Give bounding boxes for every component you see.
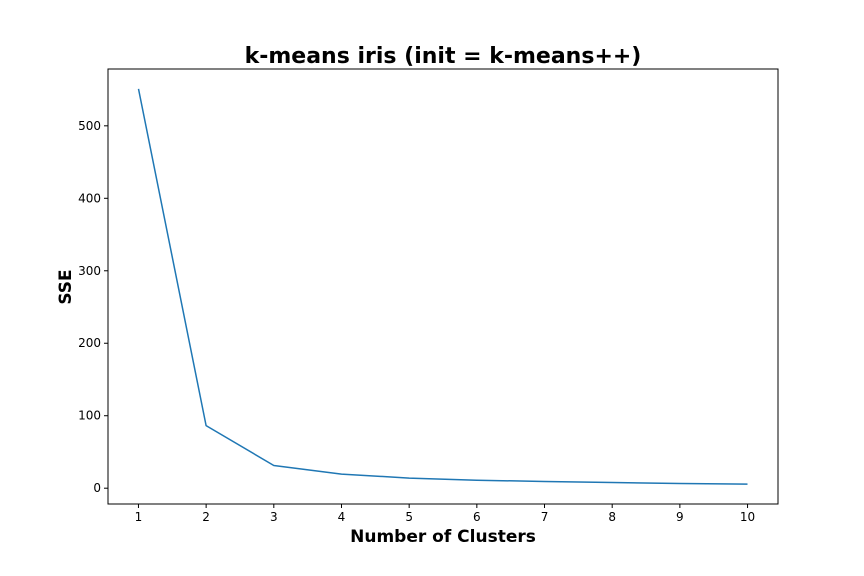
y-axis-label: SSE: [56, 269, 76, 304]
x-tick-label: 8: [608, 510, 616, 524]
y-tick-label: 300: [78, 264, 101, 278]
x-tick-label: 10: [740, 510, 755, 524]
x-tick-label: 7: [541, 510, 549, 524]
x-tick-label: 9: [676, 510, 684, 524]
y-tick-label: 200: [78, 336, 101, 350]
y-tick-label: 100: [78, 409, 101, 423]
chart-title: k-means iris (init = k-means++): [245, 44, 642, 69]
plot-frame: [107, 68, 779, 505]
y-tick-label: 400: [78, 191, 101, 205]
x-tick-label: 5: [405, 510, 413, 524]
x-tick-label: 2: [202, 510, 210, 524]
x-tick-label: 1: [135, 510, 143, 524]
x-tick-label: 6: [473, 510, 481, 524]
x-tick-label: 3: [270, 510, 278, 524]
series-line: [137, 88, 748, 485]
y-tick-label: 0: [93, 481, 101, 495]
x-axis-label: Number of Clusters: [350, 527, 536, 547]
x-tick-label: 4: [338, 510, 346, 524]
y-tick-label: 500: [78, 119, 101, 133]
